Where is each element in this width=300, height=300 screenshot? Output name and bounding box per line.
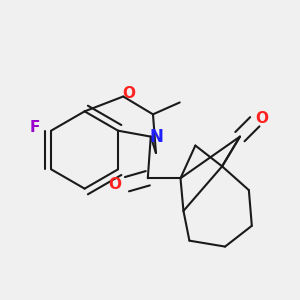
Text: O: O [256,111,269,126]
Text: F: F [30,120,40,135]
Text: N: N [150,128,164,146]
Text: O: O [109,177,122,192]
Text: O: O [123,86,136,101]
